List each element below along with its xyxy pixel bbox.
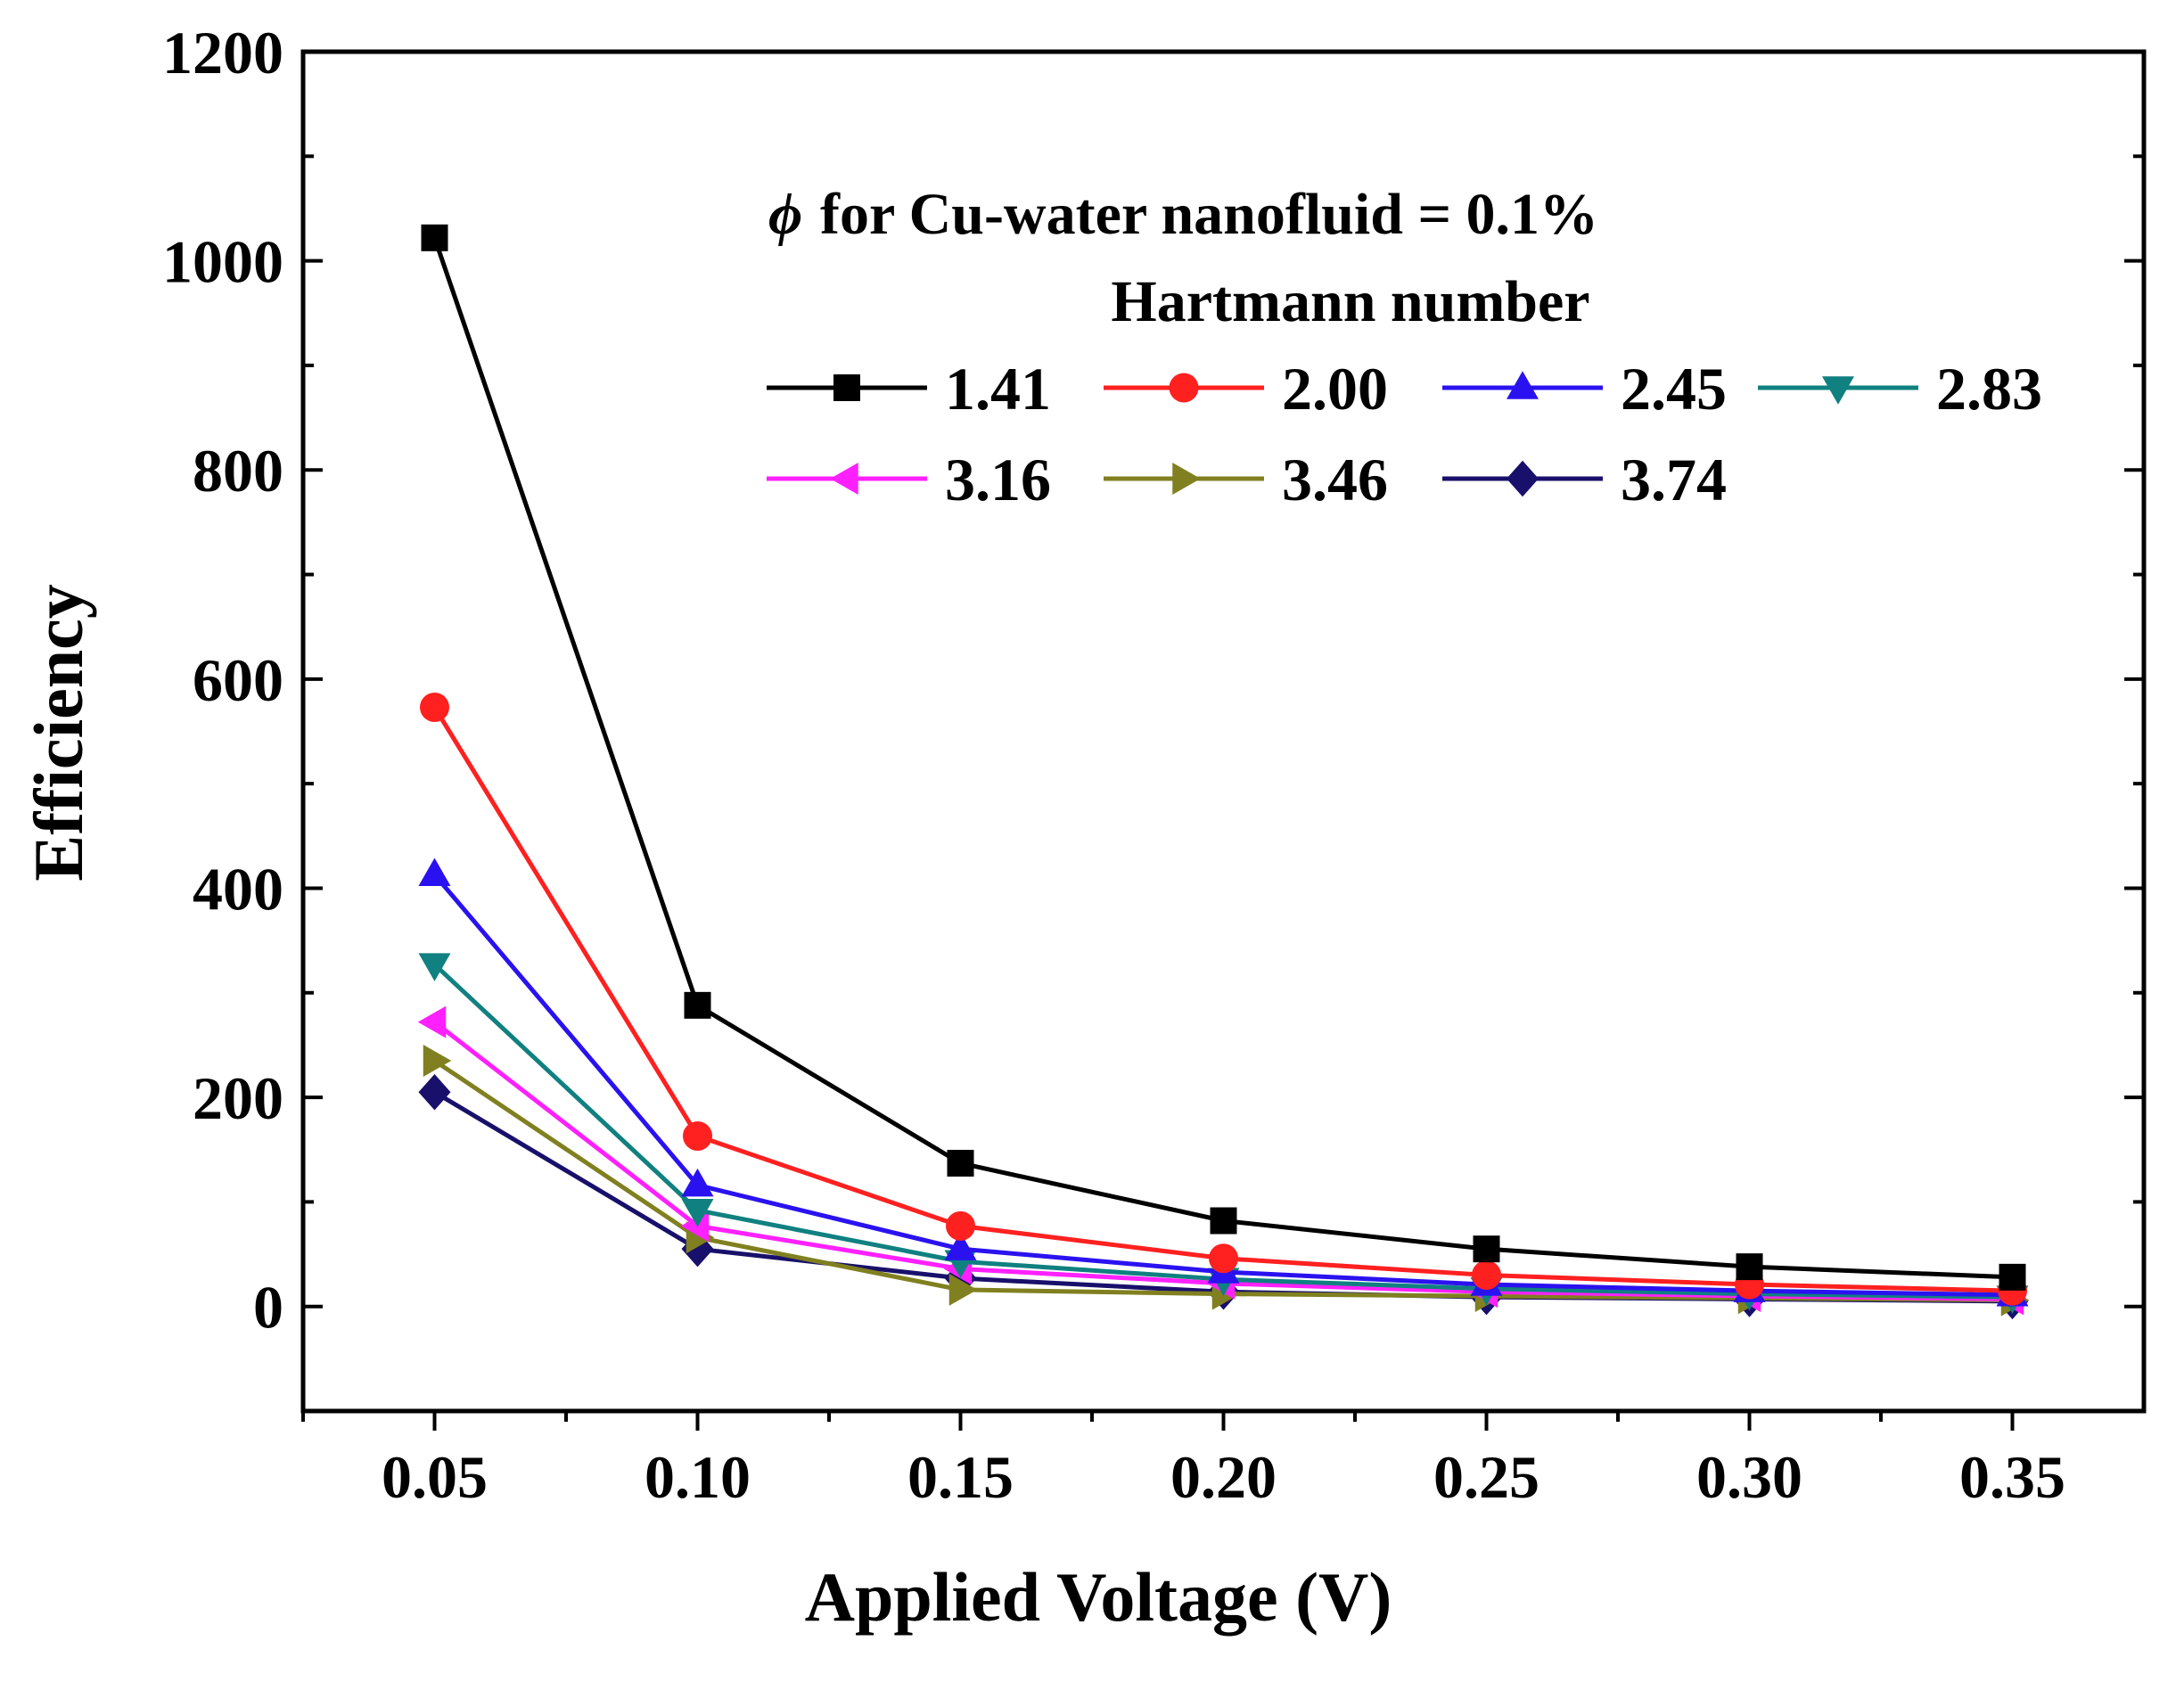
data-point-1.41 <box>1210 1207 1237 1235</box>
legend-entry-2.00: 2.00 <box>1104 355 1388 423</box>
legend-label: 2.00 <box>1282 355 1388 423</box>
plot-content <box>417 224 2030 1320</box>
data-point-2.00 <box>946 1210 975 1241</box>
legend-header-line1: for Cu-water nanofluid = 0.1% <box>820 182 1598 247</box>
legend-label: 3.46 <box>1282 446 1388 513</box>
data-point-2.45 <box>681 1168 714 1197</box>
data-point-1.41 <box>1736 1253 1763 1281</box>
data-point-2.45 <box>418 857 451 886</box>
legend-marker <box>830 463 858 495</box>
legend-marker <box>1169 373 1199 403</box>
legend-label: 1.41 <box>945 355 1051 423</box>
y-axis-title: Efficiency <box>20 584 97 882</box>
legend-marker <box>1172 463 1201 495</box>
series-2.45 <box>418 857 2029 1307</box>
legend-label: 3.16 <box>945 446 1051 513</box>
y-tick-label: 0 <box>253 1274 283 1341</box>
legend-entry-2.45: 2.45 <box>1442 355 1727 423</box>
data-point-1.41 <box>1473 1235 1500 1263</box>
legend-entry-3.74: 3.74 <box>1442 446 1727 513</box>
data-point-2.83 <box>418 953 451 981</box>
data-point-2.00 <box>1209 1243 1238 1274</box>
x-tick-label: 0.20 <box>1170 1443 1277 1511</box>
data-point-2.00 <box>683 1120 712 1151</box>
y-tick-label: 600 <box>193 646 283 714</box>
legend-header-line2: Hartmann number <box>1111 269 1589 334</box>
y-tick-label: 800 <box>193 437 283 505</box>
legend-marker <box>1507 371 1539 399</box>
y-tick-label: 400 <box>193 855 283 923</box>
data-point-1.41 <box>947 1149 974 1177</box>
legend-marker <box>1822 376 1854 405</box>
legend-label: 2.45 <box>1621 355 1727 423</box>
legend-entry-2.83: 2.83 <box>1758 355 2042 423</box>
legend-marker <box>1507 460 1539 497</box>
legend-phi-symbol: ϕ <box>768 182 802 247</box>
data-point-3.46 <box>948 1273 978 1306</box>
data-point-1.41 <box>684 991 711 1019</box>
y-tick-label: 1000 <box>162 228 283 296</box>
data-point-1.41 <box>1999 1263 2026 1291</box>
legend-entry-1.41: 1.41 <box>767 355 1051 423</box>
axis-tick-labels: 0 200 400 600 800 1000 1200 0.05 0.10 0.15 0.20 0.2… <box>162 19 2065 1511</box>
x-axis-title: Applied Voltage (V) <box>805 1558 1392 1636</box>
legend-entry-3.46: 3.46 <box>1104 446 1388 513</box>
legend: ϕ for Cu-water nanofluid = 0.1% Hartmann… <box>767 182 2042 513</box>
x-tick-label: 0.15 <box>907 1443 1014 1511</box>
data-point-3.46 <box>423 1045 452 1078</box>
data-point-2.00 <box>1472 1260 1501 1290</box>
legend-label: 3.74 <box>1621 446 1727 513</box>
data-point-3.74 <box>418 1073 451 1111</box>
series-line-1.41 <box>432 236 2013 1280</box>
plot-frame <box>300 49 2147 1414</box>
data-point-2.00 <box>420 693 449 723</box>
legend-marker <box>833 374 860 401</box>
legend-entries: 1.41 2.00 2.45 2.83 3.16 3.46 3.74 <box>767 355 2042 513</box>
x-tick-label: 0.30 <box>1696 1443 1802 1511</box>
series-1.41 <box>421 224 2026 1291</box>
legend-entry-3.16: 3.16 <box>767 446 1051 513</box>
x-tick-label: 0.05 <box>382 1443 488 1511</box>
data-point-2.83 <box>681 1199 714 1227</box>
data-point-1.41 <box>421 224 448 251</box>
data-point-3.16 <box>417 1005 447 1038</box>
axis-ticks <box>301 50 2144 1431</box>
legend-label: 2.83 <box>1936 355 2042 423</box>
y-tick-label: 200 <box>193 1064 283 1132</box>
x-tick-label: 0.25 <box>1433 1443 1539 1511</box>
y-tick-label: 1200 <box>162 19 283 86</box>
data-point-2.45 <box>944 1232 977 1260</box>
x-tick-label: 0.10 <box>645 1443 751 1511</box>
x-tick-label: 0.35 <box>1959 1443 2065 1511</box>
